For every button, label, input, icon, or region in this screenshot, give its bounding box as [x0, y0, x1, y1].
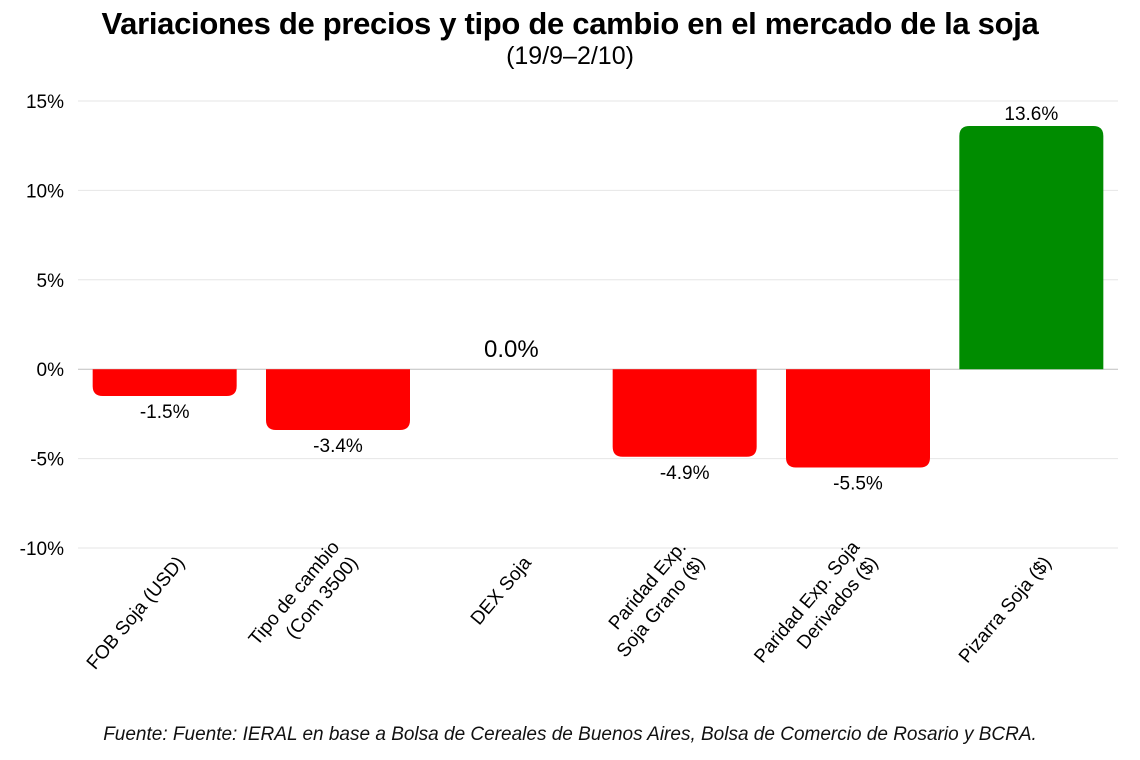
y-tick-label: 10% [26, 181, 64, 202]
y-tick-label: -5% [30, 450, 64, 471]
chart-subtitle: (19/9–2/10) [506, 42, 634, 70]
x-tick-label: Paridad Exp.Soja Grano ($) [605, 537, 709, 661]
data-label: -3.4% [313, 436, 363, 457]
y-tick-label: 15% [26, 92, 64, 113]
bar [612, 369, 757, 457]
bar [786, 369, 930, 468]
x-tick-label-line: DEX Soja [467, 552, 536, 629]
bar [959, 126, 1104, 370]
x-tick-label: DEX Soja [467, 552, 536, 629]
y-tick-label: 5% [37, 271, 65, 292]
x-axis-ticks: FOB Soja (USD) Tipo de cambio(Com 3500) DE… [83, 537, 1056, 674]
data-label: 0.0% [484, 336, 539, 363]
y-tick-label: -10% [20, 539, 64, 560]
source-note: Fuente: Fuente: IERAL en base a Bolsa de… [103, 724, 1037, 745]
chart-title: Variaciones de precios y tipo de cambio … [101, 6, 1039, 41]
data-label: -4.9% [660, 463, 710, 484]
data-labels: -1.5% -3.4% 0.0% -4.9% -5.5% 13.6% [140, 104, 1059, 495]
bars [92, 126, 1104, 468]
bar [92, 369, 237, 397]
y-axis-ticks: 15% 10% 5% 0% -5% -10% [20, 92, 64, 560]
data-label: -1.5% [140, 402, 190, 423]
x-tick-label-line: FOB Soja (USD) [83, 553, 189, 674]
x-tick-label: Tipo de cambio(Com 3500) [245, 537, 363, 649]
y-tick-label: 0% [37, 360, 65, 381]
data-label: -5.5% [833, 474, 883, 495]
gridlines [78, 100, 1118, 549]
x-tick-label: FOB Soja (USD) [83, 553, 189, 674]
x-tick-label-line: Pizarra Soja ($) [955, 553, 1056, 668]
x-tick-label: Pizarra Soja ($) [955, 553, 1056, 668]
bar [266, 369, 410, 430]
data-label: 13.6% [1004, 104, 1058, 125]
